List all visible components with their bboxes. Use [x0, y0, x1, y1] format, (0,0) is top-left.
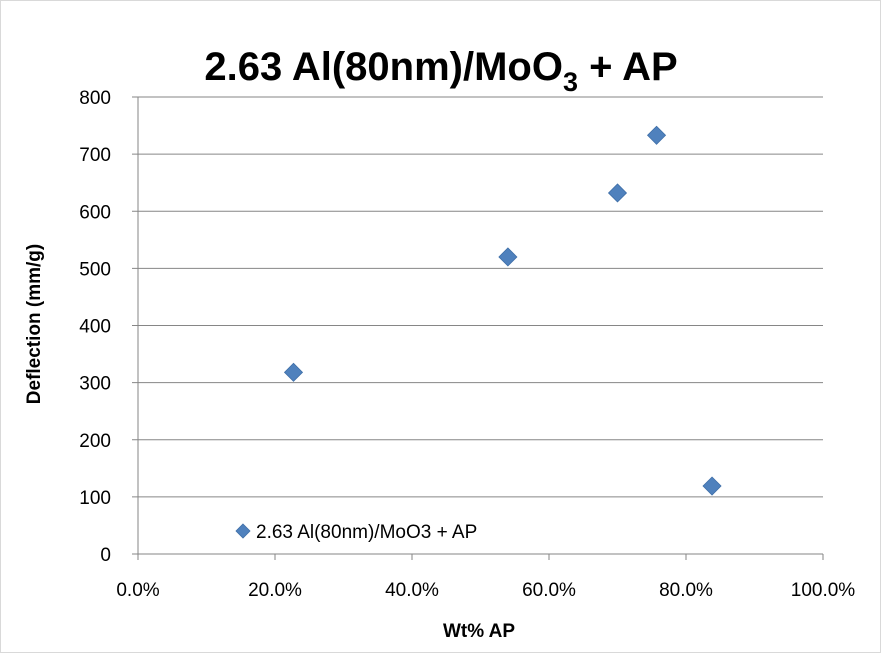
y-tick-label: 0: [100, 545, 111, 566]
y-tick-label: 200: [79, 431, 111, 452]
y-tick-label: 100: [79, 488, 111, 509]
data-point: [498, 247, 518, 267]
legend: 2.63 Al(80nm)/MoO3 + AP: [235, 522, 477, 543]
y-tick-label: 700: [79, 145, 111, 166]
x-tick-label: 100.0%: [791, 580, 856, 601]
x-tick-label: 40.0%: [385, 580, 439, 601]
legend-marker-diamond: [235, 523, 251, 539]
y-tick-label: 500: [79, 259, 111, 280]
chart-title: 2.63 Al(80nm)/MoO3 + AP: [204, 45, 677, 97]
x-tick-label: 60.0%: [522, 580, 576, 601]
x-tick-label: 80.0%: [659, 580, 713, 601]
x-tick-label: 20.0%: [248, 580, 302, 601]
data-point: [283, 362, 304, 382]
y-axis-title: Deflection (mm/g): [24, 244, 45, 404]
data-point: [646, 125, 667, 145]
x-axis-ticks: 0.0% 20.0% 40.0% 60.0% 80.0% 100.0%: [116, 554, 855, 601]
y-tick-label: 600: [79, 202, 111, 223]
data-points: [283, 125, 722, 496]
x-axis-title: Wt% AP: [443, 621, 515, 642]
gridlines: [138, 96, 823, 498]
y-tick-label: 800: [79, 88, 111, 109]
y-axis-ticks: 0 100 200 300 400 500 600 700 800: [79, 88, 138, 566]
legend-label: 2.63 Al(80nm)/MoO3 + AP: [256, 522, 477, 543]
data-point: [702, 476, 722, 496]
x-tick-label: 0.0%: [116, 580, 159, 601]
data-point: [607, 183, 628, 203]
y-tick-label: 400: [79, 317, 111, 338]
y-tick-label: 300: [79, 374, 111, 395]
